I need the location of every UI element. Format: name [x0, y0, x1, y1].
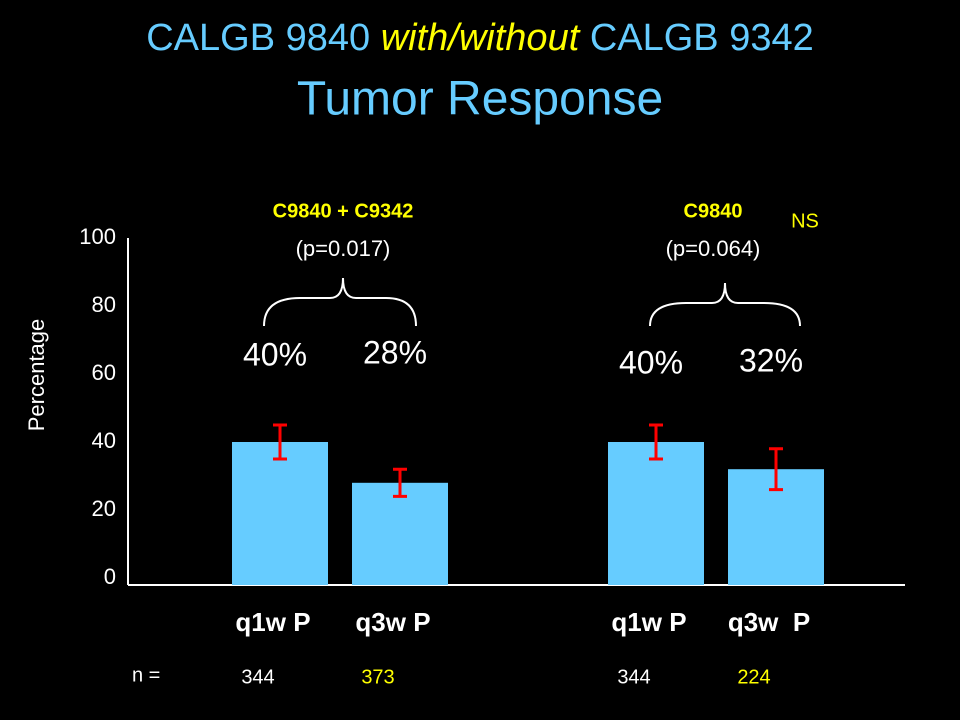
bar: [352, 482, 448, 585]
title-part: CALGB 9840: [146, 17, 380, 59]
y-axis-label: Percentage: [24, 319, 49, 432]
x-tick-label: q3w P: [728, 607, 810, 637]
bar: [608, 442, 704, 585]
error-bar: [393, 467, 407, 498]
y-tick-label: 60: [92, 360, 116, 385]
n-value: 344: [241, 666, 274, 688]
group-label: C9840 + C9342: [273, 200, 414, 222]
error-bar: [769, 447, 783, 492]
bar: [232, 442, 328, 585]
x-tick-label: q1w P: [235, 607, 310, 637]
n-value: 344: [617, 666, 650, 688]
value-label: 40%: [243, 336, 307, 372]
n-value: 373: [361, 666, 394, 688]
title-part: with/without: [381, 17, 581, 59]
y-tick-label: 20: [92, 496, 116, 521]
value-label: 28%: [363, 334, 427, 370]
error-bar: [649, 423, 663, 461]
y-tick-label: 0: [104, 564, 116, 589]
p-value: (p=0.064): [666, 236, 761, 261]
brace: [649, 282, 801, 327]
group-label: C9840: [684, 200, 743, 222]
x-tick-label: q3w P: [355, 607, 430, 637]
n-label: n =: [132, 664, 160, 686]
y-tick-label: 40: [92, 428, 116, 453]
x-tick-label: q1w P: [611, 607, 686, 637]
title: CALGB 9840 with/without CALGB 9342: [146, 17, 814, 59]
y-tick-label: 80: [92, 292, 116, 317]
y-tick-label: 100: [79, 224, 116, 249]
brace: [263, 277, 417, 327]
title-part: CALGB 9342: [579, 17, 813, 59]
n-value: 224: [737, 666, 770, 688]
value-label: 40%: [619, 344, 683, 380]
ns-note: NS: [791, 210, 819, 232]
error-bar: [273, 423, 287, 461]
subtitle: Tumor Response: [297, 73, 663, 126]
value-label: 32%: [739, 342, 803, 378]
p-value: (p=0.017): [296, 236, 391, 261]
